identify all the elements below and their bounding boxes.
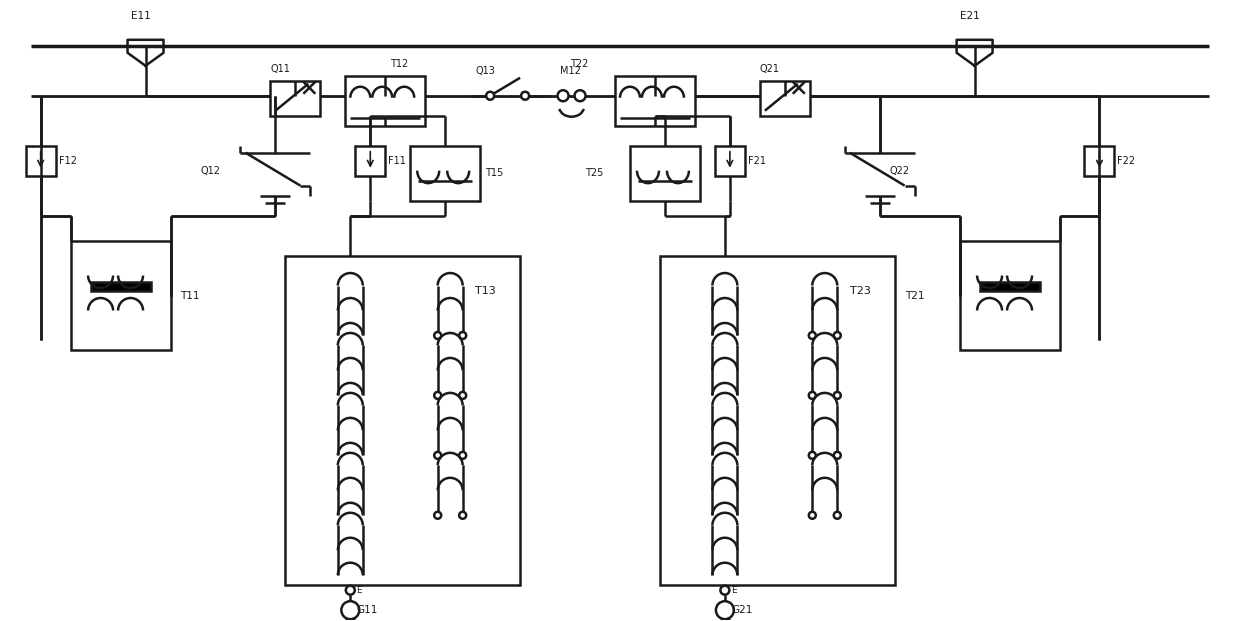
Text: T12: T12 <box>391 59 408 69</box>
Text: T25: T25 <box>585 168 604 178</box>
Text: Q22: Q22 <box>889 166 910 176</box>
Bar <box>345 76 425 125</box>
Text: F12: F12 <box>58 156 77 166</box>
Circle shape <box>808 452 816 459</box>
Circle shape <box>486 92 495 100</box>
Text: T21: T21 <box>905 291 924 301</box>
Bar <box>760 81 810 116</box>
Text: T15: T15 <box>485 168 503 178</box>
Circle shape <box>341 601 360 619</box>
Bar <box>410 146 480 201</box>
Text: F22: F22 <box>1117 156 1136 166</box>
Circle shape <box>808 512 816 519</box>
Bar <box>71 240 171 350</box>
Text: F11: F11 <box>388 156 407 166</box>
Text: M12: M12 <box>560 66 582 76</box>
Circle shape <box>833 512 841 519</box>
Bar <box>356 146 386 176</box>
Circle shape <box>459 332 466 339</box>
Circle shape <box>574 90 585 101</box>
Text: Q21: Q21 <box>760 64 780 74</box>
Text: Q13: Q13 <box>475 66 495 76</box>
Circle shape <box>808 332 816 339</box>
Text: G11: G11 <box>356 605 378 615</box>
Text: Q12: Q12 <box>201 166 221 176</box>
Text: F21: F21 <box>748 156 766 166</box>
Text: Q11: Q11 <box>270 64 290 74</box>
Circle shape <box>434 332 441 339</box>
Circle shape <box>521 92 529 100</box>
Bar <box>615 76 694 125</box>
Bar <box>630 146 699 201</box>
Text: E11: E11 <box>130 11 150 21</box>
Circle shape <box>558 90 569 101</box>
Text: T22: T22 <box>570 59 589 69</box>
Text: E: E <box>356 586 362 595</box>
Text: T13: T13 <box>475 286 496 296</box>
Text: T23: T23 <box>849 286 870 296</box>
Bar <box>270 81 320 116</box>
Text: G21: G21 <box>730 605 753 615</box>
Text: E: E <box>730 586 737 595</box>
Circle shape <box>833 392 841 399</box>
Bar <box>960 240 1059 350</box>
Circle shape <box>434 392 441 399</box>
Bar <box>715 146 745 176</box>
Circle shape <box>808 392 816 399</box>
Circle shape <box>434 512 441 519</box>
Bar <box>26 146 56 176</box>
Circle shape <box>434 452 441 459</box>
Text: T11: T11 <box>181 291 200 301</box>
Bar <box>660 256 895 585</box>
Circle shape <box>346 586 355 595</box>
Circle shape <box>833 332 841 339</box>
Circle shape <box>459 392 466 399</box>
Circle shape <box>715 601 734 619</box>
Bar <box>1085 146 1115 176</box>
Circle shape <box>720 586 729 595</box>
Bar <box>980 281 1039 291</box>
Circle shape <box>459 452 466 459</box>
Bar <box>91 281 150 291</box>
Text: E21: E21 <box>960 11 980 21</box>
Circle shape <box>459 512 466 519</box>
Bar <box>285 256 520 585</box>
Circle shape <box>833 452 841 459</box>
